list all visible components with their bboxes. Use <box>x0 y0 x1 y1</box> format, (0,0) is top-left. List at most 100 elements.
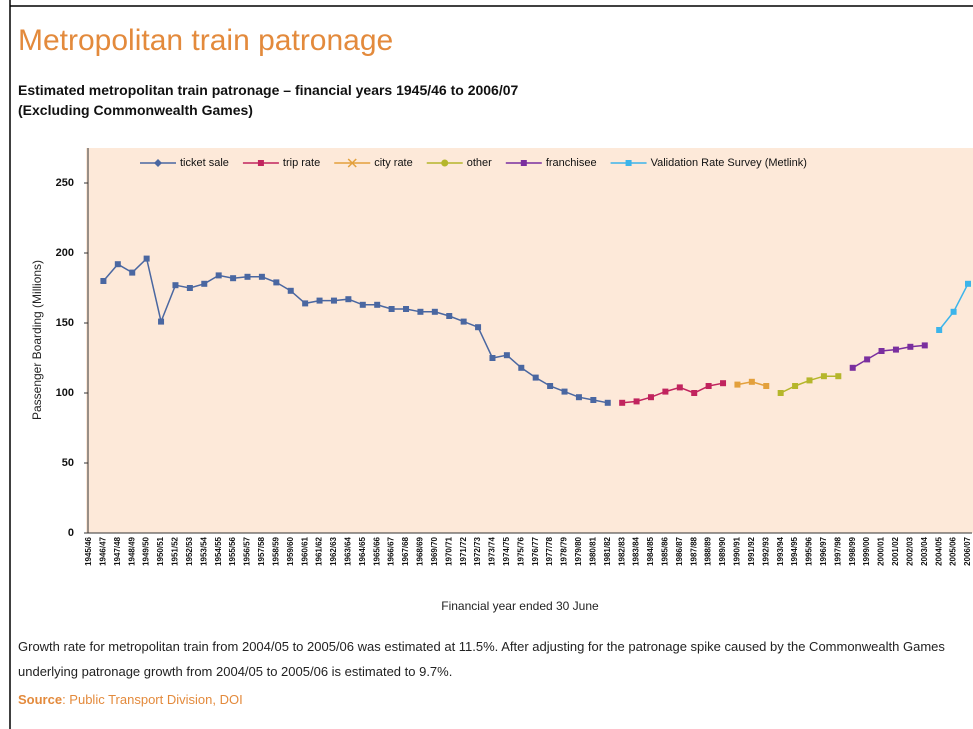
x-tick-label: 1976/77 <box>531 536 540 565</box>
x-tick-label: 1977/78 <box>545 536 554 565</box>
data-point <box>748 378 755 385</box>
x-tick-label: 1982/83 <box>617 536 626 565</box>
data-point <box>676 384 683 391</box>
legend-label: city rate <box>374 157 413 169</box>
data-point <box>777 390 784 396</box>
x-tick-label: 1962/63 <box>329 536 338 565</box>
x-tick-label: 1946/47 <box>99 536 108 565</box>
y-axis-title: Passenger Boarding (Millions) <box>30 260 44 420</box>
x-tick-label: 1978/79 <box>560 536 569 565</box>
x-tick-label: 2006/07 <box>963 536 972 565</box>
data-point <box>316 297 323 304</box>
x-tick-label: 1991/92 <box>747 536 756 565</box>
data-point <box>965 280 971 287</box>
data-point <box>503 352 510 359</box>
data-point <box>662 388 669 395</box>
source: Source: Public Transport Division, DOI <box>18 692 243 707</box>
data-point <box>186 285 193 291</box>
data-point <box>604 399 611 406</box>
legend-label: trip rate <box>283 157 320 169</box>
data-point <box>475 324 482 331</box>
x-tick-label: 1959/60 <box>286 536 295 565</box>
x-tick-label: 1947/48 <box>113 536 122 565</box>
legend-label: franchisee <box>546 157 597 169</box>
data-point <box>921 342 928 349</box>
y-tick-label: 0 <box>68 527 74 539</box>
data-point <box>547 383 554 389</box>
x-tick-label: 1999/00 <box>862 536 871 565</box>
data-point <box>849 364 856 371</box>
x-tick-label: 1995/96 <box>805 536 814 565</box>
x-tick-label: 1973/74 <box>488 536 497 565</box>
x-tick-label: 1960/61 <box>300 536 309 565</box>
legend-marker <box>257 160 264 166</box>
data-point <box>417 308 424 315</box>
x-tick-label: 1950/51 <box>156 536 165 565</box>
data-point <box>403 306 410 312</box>
data-point <box>518 364 525 371</box>
x-tick-label: 1986/87 <box>675 536 684 565</box>
x-tick-label: 1979/80 <box>574 536 583 565</box>
note: Growth rate for metropolitan train from … <box>18 639 945 679</box>
legend-label: other <box>467 157 492 169</box>
x-tick-label: 1997/98 <box>833 536 842 565</box>
x-tick-label: 1955/56 <box>228 536 237 565</box>
data-point <box>734 381 741 388</box>
data-point <box>446 313 453 319</box>
x-tick-label: 1981/82 <box>603 536 612 565</box>
data-point <box>302 300 309 307</box>
plot-area: 0 50 100 150 200 250 1945/46 1946/47 1947/48 1948… <box>56 148 973 566</box>
data-point <box>763 383 770 389</box>
data-point <box>878 348 885 354</box>
data-point <box>647 394 654 401</box>
x-tick-label: 1970/71 <box>444 536 453 565</box>
chart-title: Estimated metropolitan train patronage –… <box>18 80 518 120</box>
data-point <box>330 297 337 304</box>
data-point <box>374 301 381 308</box>
x-tick-label: 1980/81 <box>588 536 597 565</box>
x-tick-label: 2001/02 <box>891 536 900 565</box>
legend-marker <box>625 160 632 166</box>
x-tick-label: 2005/06 <box>949 536 958 565</box>
legend-label: ticket sale <box>180 157 229 169</box>
x-tick-label: 1989/90 <box>718 536 727 565</box>
data-point <box>532 374 539 381</box>
data-point <box>806 377 813 384</box>
data-point <box>273 279 280 286</box>
data-point <box>345 296 352 303</box>
data-point <box>489 355 496 361</box>
x-tick-label: 1949/50 <box>142 536 151 565</box>
x-tick-label: 1958/59 <box>271 536 280 565</box>
y-tick-label: 50 <box>62 457 74 469</box>
data-point <box>820 373 827 380</box>
subtitle-line: (Excluding Commonwealth Games) <box>18 102 253 118</box>
data-point <box>100 278 107 284</box>
x-tick-label: 1993/94 <box>776 536 785 565</box>
data-point <box>950 308 957 315</box>
x-tick-label: 2000/01 <box>877 536 886 565</box>
x-tick-label: 1961/62 <box>315 536 324 565</box>
x-tick-label: 1966/67 <box>387 536 396 565</box>
data-point <box>359 301 366 308</box>
x-tick-label: 1971/72 <box>459 536 468 565</box>
x-tick-label: 1974/75 <box>502 536 511 565</box>
x-tick-label: 1972/73 <box>473 536 482 565</box>
data-point <box>114 261 121 268</box>
legend-label: Validation Rate Survey (Metlink) <box>651 157 807 169</box>
data-point <box>835 373 842 380</box>
data-point <box>575 394 582 401</box>
data-point <box>907 343 914 350</box>
x-tick-label: 1954/55 <box>214 536 223 565</box>
x-tick-label: 1985/86 <box>661 536 670 565</box>
data-point <box>705 383 712 389</box>
source-text: : Public Transport Division, DOI <box>62 692 243 707</box>
data-point <box>388 306 395 312</box>
data-point <box>460 318 467 325</box>
x-tick-label: 2002/03 <box>905 536 914 565</box>
data-point <box>691 390 698 396</box>
data-point <box>936 327 943 333</box>
legend-marker <box>347 158 357 168</box>
data-point <box>244 273 251 280</box>
